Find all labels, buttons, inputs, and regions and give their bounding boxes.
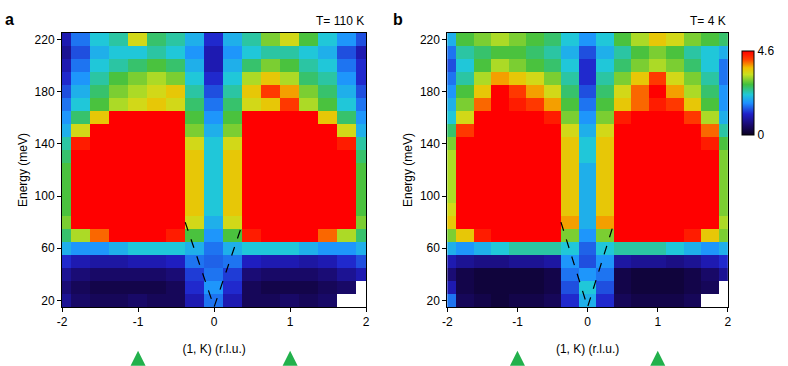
svg-text:0: 0 [211, 315, 218, 329]
svg-text:T= 4 K: T= 4 K [690, 14, 726, 28]
svg-text:Energy (meV): Energy (meV) [16, 133, 30, 207]
svg-text:100: 100 [420, 189, 440, 203]
svg-text:a: a [5, 11, 14, 28]
svg-text:20: 20 [427, 294, 441, 308]
svg-text:-2: -2 [442, 315, 453, 329]
svg-text:b: b [393, 11, 403, 28]
svg-text:20: 20 [41, 294, 55, 308]
svg-text:140: 140 [420, 137, 440, 151]
svg-text:100: 100 [35, 189, 55, 203]
svg-text:140: 140 [35, 137, 55, 151]
svg-text:-1: -1 [133, 315, 144, 329]
svg-text:220: 220 [35, 33, 55, 47]
svg-text:2: 2 [363, 315, 370, 329]
svg-text:220: 220 [420, 33, 440, 47]
svg-text:60: 60 [41, 241, 55, 255]
svg-text:0: 0 [757, 128, 764, 142]
svg-text:(1, K) (r.l.u.): (1, K) (r.l.u.) [556, 342, 619, 356]
svg-text:0: 0 [584, 315, 591, 329]
svg-text:4.6: 4.6 [757, 44, 774, 58]
svg-text:1: 1 [654, 315, 661, 329]
svg-text:1: 1 [287, 315, 294, 329]
svg-text:180: 180 [35, 85, 55, 99]
svg-text:Energy (meV): Energy (meV) [401, 133, 415, 207]
svg-text:60: 60 [427, 241, 441, 255]
svg-text:-1: -1 [512, 315, 523, 329]
svg-text:180: 180 [420, 85, 440, 99]
svg-text:-2: -2 [57, 315, 68, 329]
svg-text:2: 2 [725, 315, 732, 329]
svg-text:(1, K) (r.l.u.): (1, K) (r.l.u.) [182, 342, 245, 356]
svg-text:T= 110 K: T= 110 K [316, 14, 364, 28]
